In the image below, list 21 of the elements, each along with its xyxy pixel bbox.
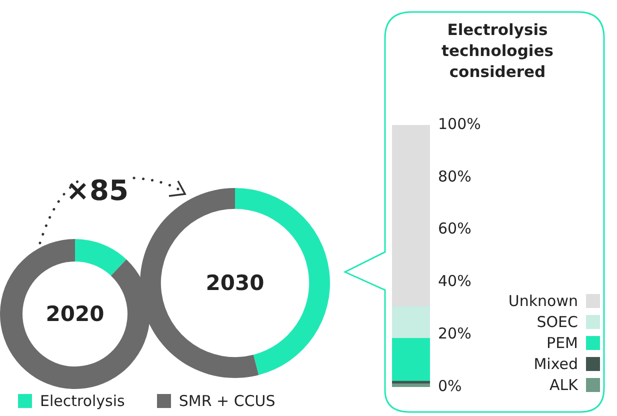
y-tick-label: 100% xyxy=(438,114,481,133)
text: Electrolysis technologies considered xyxy=(440,20,554,83)
slice-label: 2020 xyxy=(46,302,104,326)
slice-label: 2030 xyxy=(206,271,264,295)
bar xyxy=(392,306,430,339)
text: ×85 xyxy=(66,174,128,207)
y-tick-label: 60% xyxy=(438,220,472,238)
legend-label: Mixed xyxy=(534,354,578,372)
legend-label: PEM xyxy=(546,334,578,352)
bar xyxy=(392,125,430,307)
y-tick-label: 20% xyxy=(438,324,472,342)
legend-label: Electrolysis xyxy=(40,392,125,410)
y-tick-label: 0% xyxy=(438,376,462,395)
legend-label: SOEC xyxy=(536,312,578,330)
legend-label: SMR + CCUS xyxy=(178,392,276,410)
bar xyxy=(392,338,430,382)
bar xyxy=(392,384,430,387)
legend-label: Unknown xyxy=(508,292,578,310)
y-tick-label: 40% xyxy=(438,272,472,290)
legend-label: ALK xyxy=(550,376,578,394)
y-tick-label: 80% xyxy=(438,167,472,186)
